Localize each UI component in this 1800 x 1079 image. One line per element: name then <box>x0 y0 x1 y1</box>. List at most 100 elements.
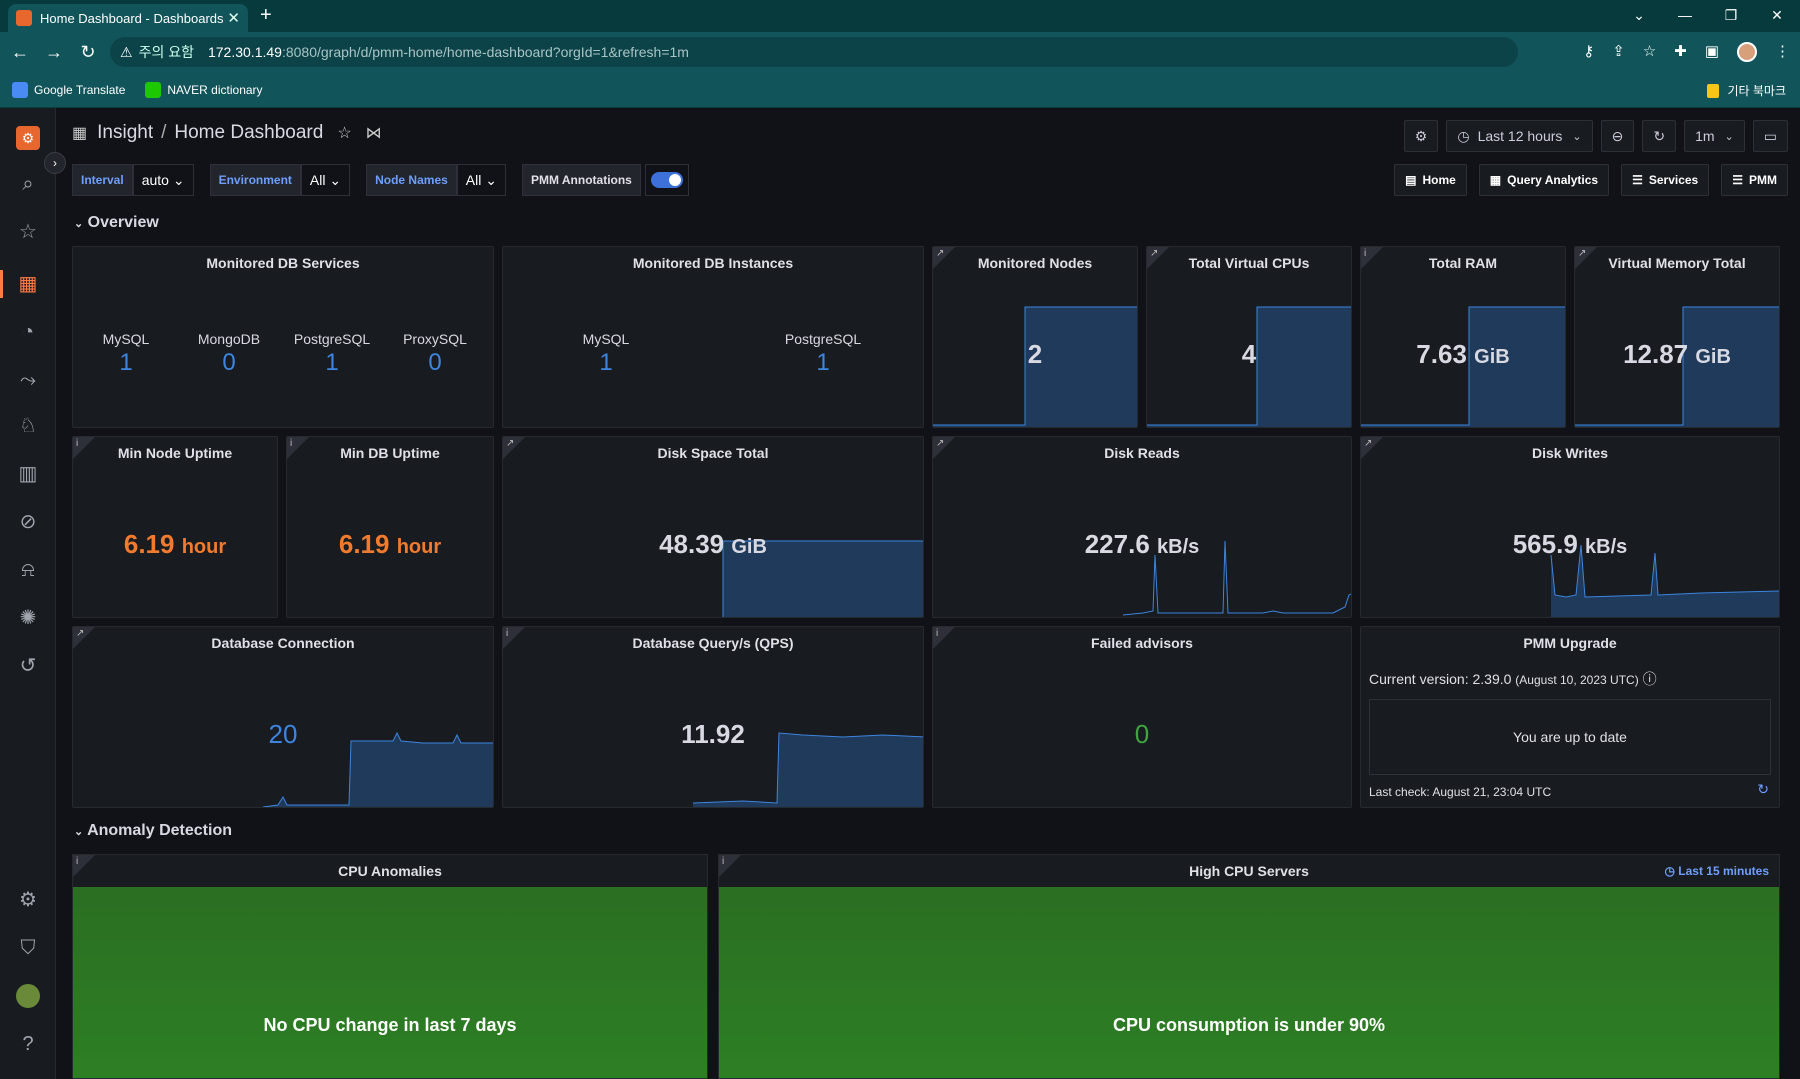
panel-title: Min Node Uptime <box>117 445 233 461</box>
other-bookmarks[interactable]: 기타 북마크 <box>1707 82 1786 99</box>
new-tab-icon[interactable]: + <box>260 4 272 26</box>
external-link-icon[interactable]: ↗ <box>936 248 945 259</box>
mysql-icon[interactable]: ⤳ <box>20 369 36 391</box>
menu-icon[interactable]: ⋮ <box>1775 43 1790 60</box>
doc-icon: ▤ <box>1405 173 1417 187</box>
external-link-icon[interactable]: ↗ <box>936 438 945 449</box>
close-window-icon[interactable]: ✕ <box>1771 7 1783 23</box>
stat-value: 7.63 GiB <box>1416 339 1510 369</box>
page-title[interactable]: Home Dashboard <box>174 122 324 143</box>
info-icon[interactable]: i <box>1364 248 1367 259</box>
info-icon[interactable]: i <box>76 856 79 867</box>
stat-value: 20 <box>268 719 298 749</box>
panel-monitored-db-instances: Monitored DB Instances MySQL 1 PostgreSQL… <box>502 246 924 428</box>
refresh-button[interactable]: ↻ <box>1642 120 1677 152</box>
help-icon[interactable]: ? <box>22 1033 34 1055</box>
row-overview[interactable]: ⌄ Overview <box>74 214 159 232</box>
info-icon[interactable]: i <box>506 628 509 639</box>
time-picker[interactable]: ◷ Last 12 hours ⌄ <box>1446 120 1593 152</box>
line-sparkline <box>1122 540 1351 616</box>
link-home[interactable]: ▤ Home <box>1394 164 1467 196</box>
panel-disk-writes: ↗ Disk Writes 565.9 kB/s <box>1360 436 1780 618</box>
tab-search-icon[interactable]: ⌄ <box>1633 7 1645 23</box>
environment-select[interactable]: All ⌄ <box>300 164 351 196</box>
shield-icon[interactable]: ⛉ <box>20 937 36 959</box>
omnibox[interactable]: ⚠ 주의 요함 172.30.1.49 :8080/graph/d/pmm-ho… <box>110 37 1518 67</box>
info-icon[interactable]: i <box>936 628 939 639</box>
link-pmm[interactable]: ☰ PMM <box>1721 164 1788 196</box>
dashboards-icon[interactable]: ▦ <box>18 273 38 295</box>
share-icon[interactable]: ⇪ <box>1612 43 1625 60</box>
link-services[interactable]: ☰ Services <box>1621 164 1710 196</box>
browser-tab[interactable]: Home Dashboard - Dashboards ✕ <box>8 4 248 32</box>
bookmark-naver[interactable]: NAVER dictionary <box>145 81 263 98</box>
chevron-down-icon: ⌄ <box>74 218 84 230</box>
bookmark-star-icon[interactable]: ☆ <box>1642 43 1657 60</box>
share-dashboard-icon[interactable]: ⋈ <box>365 125 382 142</box>
interval-label: Interval <box>72 164 133 196</box>
info-icon[interactable]: i <box>290 438 293 449</box>
explore-icon[interactable]: ⊘ <box>19 511 37 533</box>
advisors-icon[interactable]: ✺ <box>19 607 37 629</box>
link-query-analytics[interactable]: ▦ Query Analytics <box>1478 164 1610 196</box>
info-icon[interactable]: i <box>722 856 725 867</box>
os-icon[interactable]: ◔ <box>21 321 35 343</box>
extensions-icon[interactable]: ✚ <box>1674 43 1687 60</box>
node-names-select[interactable]: All ⌄ <box>456 164 506 196</box>
external-link-icon[interactable]: ↗ <box>1578 248 1587 259</box>
stat-value: 6.19 hour <box>338 529 442 559</box>
bookmark-google-translate[interactable]: Google Translate <box>12 81 125 98</box>
info-icon[interactable]: i <box>76 438 79 449</box>
configuration-icon[interactable]: ⚙ <box>19 889 37 911</box>
history-icon[interactable]: ↺ <box>19 655 37 677</box>
bookmark-label: NAVER dictionary <box>167 82 263 97</box>
pmm-annotations-toggle[interactable] <box>644 164 689 196</box>
pmm-annotations-label: PMM Annotations <box>521 164 641 196</box>
service-name: ProxySQL <box>403 331 467 347</box>
service-count: 1 <box>325 349 339 376</box>
external-link-icon[interactable]: ↗ <box>506 438 515 449</box>
service-stat: MySQL 1 <box>91 331 161 377</box>
check-updates-icon[interactable]: ↻ <box>1757 781 1769 797</box>
stat-value: 0 <box>1134 719 1150 749</box>
panel-database-qps: i Database Query/s (QPS) 11.92 <box>502 626 924 808</box>
alerting-icon[interactable]: ⍾ <box>21 559 35 581</box>
row-anomaly-detection[interactable]: ⌄ Anomaly Detection <box>74 822 232 840</box>
refresh-interval-picker[interactable]: 1m ⌄ <box>1684 120 1745 152</box>
refresh-interval-label: 1m <box>1695 128 1715 144</box>
minimize-icon[interactable]: — <box>1678 7 1692 23</box>
reload-icon[interactable]: ↻ <box>80 41 96 62</box>
starred-icon[interactable]: ☆ <box>19 221 37 243</box>
external-link-icon[interactable]: ↗ <box>1364 438 1373 449</box>
step-sparkline <box>1575 306 1779 427</box>
analytics-icon[interactable]: ▥ <box>18 463 38 485</box>
forward-icon[interactable]: → <box>45 41 63 62</box>
breadcrumb-folder[interactable]: Insight <box>97 122 154 143</box>
search-icon[interactable]: ⌕ <box>22 173 34 195</box>
tv-mode-button[interactable]: ▭ <box>1752 120 1788 152</box>
close-tab-icon[interactable]: ✕ <box>227 10 240 27</box>
dashboard-settings-button[interactable]: ⚙ <box>1403 120 1439 152</box>
node-names-label: Node Names <box>366 164 457 196</box>
key-icon[interactable]: ⚷ <box>1583 43 1595 60</box>
postgresql-icon[interactable]: ♘ <box>19 415 37 437</box>
star-icon[interactable]: ☆ <box>337 125 352 142</box>
service-count: 1 <box>119 349 133 376</box>
back-icon[interactable]: ← <box>11 41 29 62</box>
external-link-icon[interactable]: ↗ <box>1150 248 1159 259</box>
link-label: Query Analytics <box>1507 173 1599 187</box>
restore-icon[interactable]: ❐ <box>1724 7 1738 23</box>
sidebar-expand-button[interactable]: › <box>44 152 66 174</box>
interval-select[interactable]: auto ⌄ <box>132 164 194 196</box>
sidepanel-icon[interactable]: ▣ <box>1704 43 1719 60</box>
profile-avatar[interactable] <box>1737 42 1757 62</box>
step-sparkline <box>1361 306 1565 427</box>
user-avatar[interactable] <box>16 984 40 1008</box>
pmm-logo-icon[interactable]: ⚙ <box>16 126 40 150</box>
variables-bar: Interval auto ⌄ Environment All ⌄ Node N… <box>72 164 689 196</box>
stat-value: 12.87 GiB <box>1623 339 1731 369</box>
info-circle-icon[interactable]: ⓘ <box>1642 671 1657 687</box>
panel-title: Virtual Memory Total <box>1608 255 1746 271</box>
zoom-out-button[interactable]: ⊖ <box>1600 120 1635 152</box>
external-link-icon[interactable]: ↗ <box>76 628 85 639</box>
